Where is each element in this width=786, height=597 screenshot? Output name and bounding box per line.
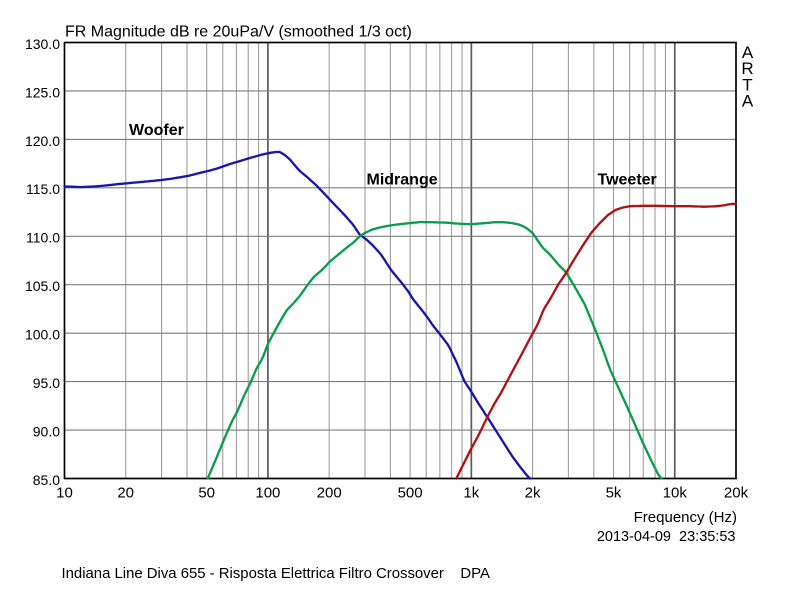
svg-text:Indiana Line Diva 655 - Rispos: Indiana Line Diva 655 - Risposta Elettri… [62,566,490,582]
svg-text:20: 20 [117,485,134,502]
svg-text:100.0: 100.0 [25,327,60,343]
svg-text:500: 500 [398,485,423,502]
svg-text:FR Magnitude dB re 20uPa/V (sm: FR Magnitude dB re 20uPa/V (smoothed 1/3… [65,24,412,41]
svg-text:100: 100 [255,485,280,502]
svg-text:95.0: 95.0 [33,375,60,391]
svg-text:2k: 2k [525,485,541,502]
svg-text:2013-04-09 23:35:53: 2013-04-09 23:35:53 [597,529,736,545]
svg-text:120.0: 120.0 [25,133,60,149]
svg-text:20k: 20k [724,485,749,502]
svg-text:90.0: 90.0 [33,424,60,440]
svg-text:200: 200 [317,485,342,502]
svg-text:A: A [742,91,754,110]
svg-text:Woofer: Woofer [129,122,184,139]
svg-text:105.0: 105.0 [25,278,60,294]
svg-text:5k: 5k [606,485,622,502]
svg-text:125.0: 125.0 [25,84,60,100]
svg-text:T: T [742,75,752,94]
svg-text:Frequency (Hz): Frequency (Hz) [634,509,737,526]
svg-text:A: A [742,43,754,62]
svg-text:85.0: 85.0 [33,472,60,488]
svg-text:10k: 10k [663,485,688,502]
svg-text:10: 10 [56,485,73,502]
svg-text:115.0: 115.0 [26,181,60,197]
svg-text:1k: 1k [463,485,479,502]
svg-text:R: R [741,59,753,78]
svg-text:130.0: 130.0 [25,36,60,52]
svg-text:110.0: 110.0 [26,230,60,246]
svg-text:Midrange: Midrange [367,171,438,188]
svg-text:Tweeter: Tweeter [598,171,657,188]
svg-text:50: 50 [198,485,215,502]
